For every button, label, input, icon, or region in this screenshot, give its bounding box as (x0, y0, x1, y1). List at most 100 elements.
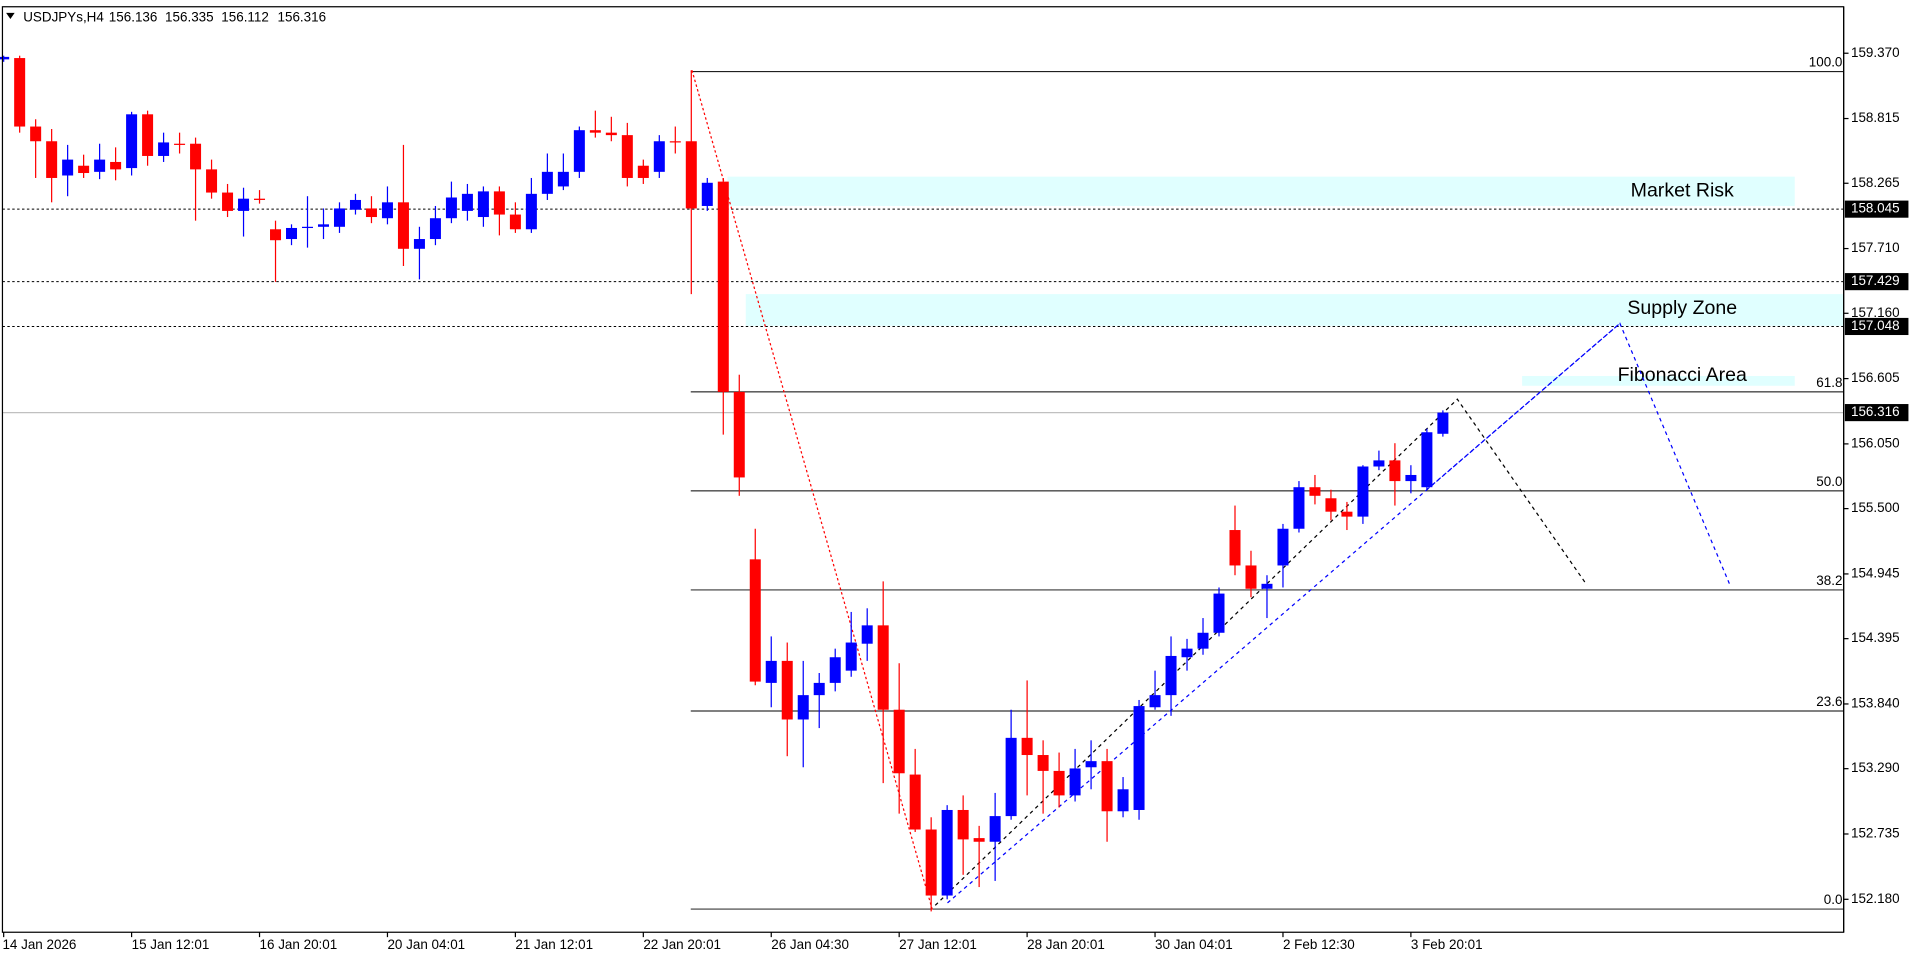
candle-body (1421, 432, 1433, 488)
price-tag (1844, 273, 1909, 291)
candle-body (621, 135, 633, 178)
candle-body (1245, 565, 1257, 589)
y-tick-label: 157.160 (1851, 305, 1900, 320)
candle-body (781, 660, 793, 720)
y-tick-label: 152.180 (1851, 891, 1900, 906)
candle-body (1117, 789, 1129, 812)
candle-body (557, 171, 569, 187)
x-tick-label: 14 Jan 2026 (2, 937, 76, 952)
candle-body (541, 171, 553, 194)
y-tick-label: 157.710 (1851, 240, 1900, 255)
candle-body (14, 58, 26, 127)
candle-body (365, 208, 377, 218)
y-tick-label: 156.050 (1851, 435, 1900, 450)
candle-body (925, 829, 937, 896)
candle-body (589, 130, 601, 133)
candle-body (1069, 768, 1081, 796)
candle-body (397, 202, 409, 249)
zone (1522, 376, 1795, 386)
candle-body (461, 193, 473, 211)
price-tag (1844, 200, 1909, 218)
candle-body (845, 642, 857, 671)
candle-body (493, 191, 505, 215)
fib-label: 50.0 (1816, 474, 1842, 489)
candle-body (637, 165, 649, 178)
fib-label: 23.6 (1816, 694, 1842, 709)
y-tick-label: 158.815 (1851, 110, 1900, 125)
candle-body (1325, 498, 1337, 512)
quote-low: 156.112 (221, 9, 269, 24)
fib-label: 61.8 (1816, 375, 1842, 390)
x-tick-label: 3 Feb 20:01 (1411, 937, 1483, 952)
candle-body (877, 625, 889, 710)
price-tag (1844, 317, 1909, 336)
candle-body (206, 169, 218, 193)
candle-body (126, 114, 138, 169)
candle-body (413, 239, 425, 249)
axis: 159.370 158.815 158.265 157.710 157.160 156.6… (2, 45, 1909, 952)
candle-body (1149, 695, 1161, 708)
candle-body (685, 141, 697, 209)
candle-body (429, 218, 441, 240)
price-tag-label: 157.048 (1851, 318, 1900, 333)
candle-body (349, 199, 361, 210)
candle-body (46, 141, 58, 178)
zone (745, 294, 1844, 326)
candle-body (1277, 528, 1289, 566)
candle-body (62, 159, 74, 176)
candle-body (813, 682, 825, 696)
candle-body (238, 198, 250, 211)
candle-body (701, 182, 713, 206)
price-tag-label: 158.045 (1851, 201, 1900, 216)
candle-body (1309, 487, 1321, 496)
candle-body (477, 191, 489, 218)
y-tick-label: 153.290 (1851, 760, 1900, 775)
candle-body (110, 161, 122, 170)
candle-body (1437, 412, 1449, 434)
zone-label: Fibonacci Area (1618, 364, 1747, 386)
candle-body (989, 816, 1001, 842)
candle-body (445, 197, 457, 219)
candle-body (1165, 655, 1177, 696)
y-tick-label: 155.500 (1851, 500, 1900, 515)
candle-body (829, 657, 841, 683)
candle-body (0, 56, 10, 60)
y-tick-label: 152.735 (1851, 826, 1900, 841)
candle-body (1405, 474, 1417, 482)
candle-body (1053, 770, 1065, 796)
candle-body (142, 114, 154, 156)
y-tick-label: 156.605 (1851, 370, 1900, 385)
candle-body (1373, 460, 1385, 467)
y-tick-label: 158.265 (1851, 175, 1900, 190)
candle-body (254, 198, 266, 200)
x-tick-label: 2 Feb 12:30 (1283, 937, 1355, 952)
y-tick-label: 153.840 (1851, 696, 1900, 711)
zone (727, 176, 1795, 206)
channel-line (1426, 322, 1621, 491)
menu-arrow[interactable] (6, 12, 15, 19)
candle-body (78, 165, 90, 174)
y-tick-label: 159.370 (1851, 45, 1900, 60)
candle-body (1357, 466, 1369, 517)
candle-body (1261, 583, 1273, 589)
x-tick-label: 28 Jan 20:01 (1027, 937, 1105, 952)
candle-body (1085, 761, 1097, 768)
candle-body (909, 774, 921, 830)
candle-body (653, 141, 665, 172)
candle-body (1133, 706, 1145, 810)
candle-body (222, 192, 234, 211)
x-tick-label: 16 Jan 20:01 (260, 937, 338, 952)
price-tag (1844, 404, 1909, 422)
projection-line (934, 398, 1588, 906)
candle-body (605, 132, 617, 136)
candle-body (1293, 487, 1305, 529)
zone-label: Supply Zone (1627, 297, 1737, 319)
candle-body (893, 709, 905, 774)
candle-body (941, 809, 953, 896)
candle-body (1213, 593, 1225, 633)
x-tick-label: 20 Jan 04:01 (387, 937, 465, 952)
quote-high: 156.335 (165, 9, 214, 24)
